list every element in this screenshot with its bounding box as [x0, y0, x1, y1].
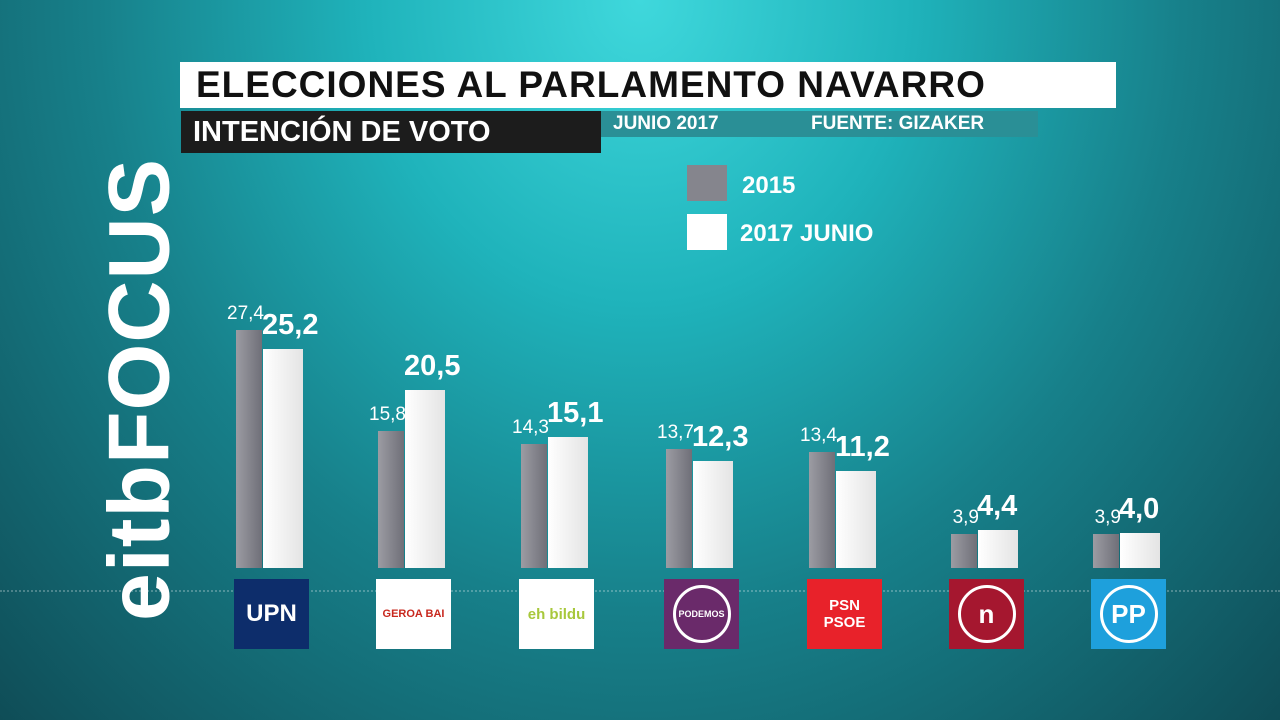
- meta-bar: JUNIO 2017 FUENTE: GIZAKER: [601, 111, 1038, 137]
- bar-2015: [378, 430, 404, 568]
- bar-2015: [809, 451, 835, 568]
- value-label-2017: 4,4: [977, 489, 1018, 522]
- bar-2017: [263, 349, 303, 568]
- legend-swatch-2017: [687, 214, 727, 250]
- legend-label-2017: 2017 JUNIO: [740, 220, 874, 247]
- chart-subtitle: INTENCIÓN DE VOTO: [181, 111, 601, 153]
- bar-2017: [693, 461, 733, 568]
- date-label: JUNIO 2017: [613, 113, 719, 134]
- legend-label-2015: 2015: [742, 172, 796, 199]
- party-logo: GEROA BAI: [376, 579, 451, 649]
- bar-2015: [1093, 534, 1119, 568]
- value-label-2017: 20,5: [404, 349, 461, 382]
- value-label-2017: 4,0: [1119, 493, 1160, 526]
- party-logo-emblem: PP: [1099, 585, 1158, 643]
- party-logo: PP: [1091, 579, 1166, 649]
- value-label-2017: 25,2: [262, 309, 319, 341]
- bar-2015: [236, 329, 262, 568]
- bar-2017: [1120, 533, 1160, 568]
- value-label-2015: 14,3: [512, 416, 549, 438]
- party-logo: n: [949, 579, 1024, 649]
- party-logo: UPN: [234, 579, 309, 649]
- chart-title: ELECCIONES AL PARLAMENTO NAVARRO: [180, 62, 1116, 108]
- value-label-2015: 3,9: [1094, 507, 1121, 529]
- value-label-2015: 27,4: [227, 302, 264, 324]
- eitb-focus-logo: eitbFOCUS: [91, 158, 188, 621]
- value-label-2015: 13,7: [657, 421, 694, 443]
- value-label-2017: 15,1: [547, 396, 604, 429]
- value-label-2017: 12,3: [692, 421, 749, 454]
- bar-2015: [666, 448, 692, 568]
- party-logo-emblem: PODEMOS: [672, 585, 731, 643]
- value-label-2015: 3,9: [952, 507, 979, 529]
- bar-2015: [951, 534, 977, 568]
- party-logo: PSN PSOE: [807, 579, 882, 649]
- bar-2015: [521, 443, 547, 568]
- party-logo: eh bildu: [519, 579, 594, 649]
- bar-2017: [836, 470, 876, 568]
- value-label-2015: 15,8: [369, 403, 406, 425]
- bar-2017: [548, 436, 588, 568]
- baseline: [0, 590, 1280, 592]
- legend-swatch-2015: [687, 165, 727, 201]
- party-logo-emblem: n: [957, 585, 1016, 643]
- bar-2017: [405, 389, 445, 568]
- party-logo: PODEMOS: [664, 579, 739, 649]
- value-label-2017: 11,2: [835, 430, 890, 463]
- bar-2017: [978, 529, 1018, 568]
- value-label-2015: 13,4: [800, 424, 837, 446]
- source-label: FUENTE: GIZAKER: [811, 113, 985, 134]
